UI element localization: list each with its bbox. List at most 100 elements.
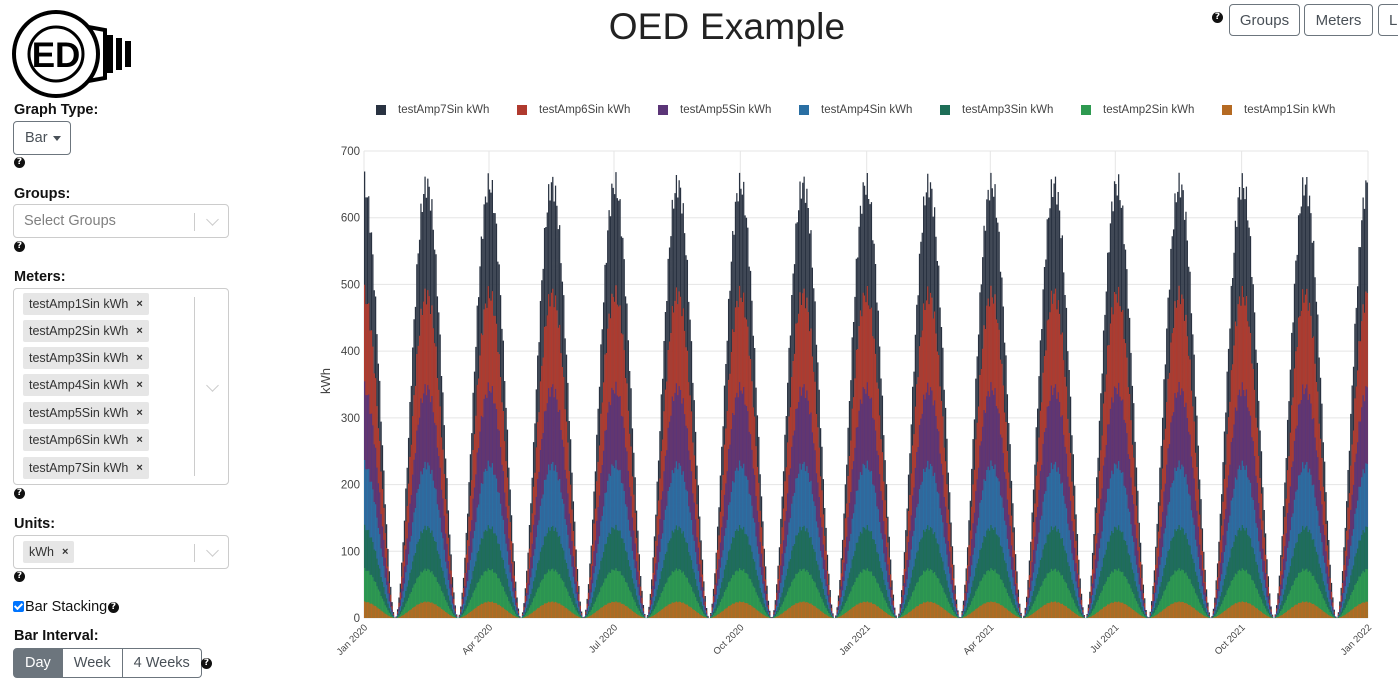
meters-help-icon[interactable]: ? xyxy=(14,488,25,499)
meter-chip: testAmp6Sin kWh × xyxy=(23,429,149,451)
bar[interactable] xyxy=(364,460,1368,618)
x-tick-label: Oct 2020 xyxy=(711,622,746,657)
bar[interactable] xyxy=(364,524,1368,618)
bar-interval-group: Day Week 4 Weeks xyxy=(13,648,202,678)
chevron-down-icon[interactable] xyxy=(206,213,219,226)
chart-grid xyxy=(363,150,1369,619)
units-select[interactable]: kWh × xyxy=(13,535,229,569)
y-axis: 0 100 200 300 400 500 600 700 xyxy=(341,146,360,625)
y-tick-label: 700 xyxy=(341,146,360,158)
y-tick-label: 600 xyxy=(341,213,360,225)
chart-bars xyxy=(364,171,1368,619)
graph-type-label: Graph Type: xyxy=(14,102,99,118)
groups-select[interactable]: Select Groups xyxy=(13,204,229,238)
x-tick-label: Apr 2020 xyxy=(460,622,495,657)
remove-chip-icon[interactable]: × xyxy=(62,546,69,558)
y-axis-label: kWh xyxy=(318,368,333,394)
remove-chip-icon[interactable]: × xyxy=(136,407,143,419)
graph-type-value: Bar xyxy=(25,130,48,146)
legend-swatch xyxy=(517,105,527,115)
units-label: Units: xyxy=(14,516,56,532)
legend-swatch xyxy=(940,105,950,115)
bar[interactable] xyxy=(364,568,1368,618)
navbar-help-icon[interactable]: ? xyxy=(1212,12,1223,23)
graph-type-help-icon[interactable]: ? xyxy=(14,157,25,168)
x-tick-label: Apr 2021 xyxy=(961,622,996,657)
y-tick-label: 400 xyxy=(341,346,360,358)
oed-logo[interactable]: ED xyxy=(12,10,136,98)
meter-chip: testAmp7Sin kWh × xyxy=(23,457,149,479)
x-tick-label: Jan 2021 xyxy=(837,622,872,657)
x-tick-label: Oct 2021 xyxy=(1213,622,1248,657)
chevron-down-icon[interactable] xyxy=(206,379,219,392)
groups-placeholder: Select Groups xyxy=(24,213,116,229)
groups-help-icon[interactable]: ? xyxy=(14,241,25,252)
nav-groups-button[interactable]: Groups xyxy=(1229,4,1300,36)
legend-item[interactable]: testAmp3Sin kWh xyxy=(940,104,1053,116)
bar-interval-label: Bar Interval: xyxy=(14,628,99,644)
meter-chip: testAmp2Sin kWh × xyxy=(23,320,149,342)
bar-stacking-checkbox[interactable] xyxy=(13,601,24,612)
x-axis: Jan 2020 Apr 2020 Jul 2020 Oct 2020 Jan 2021… xyxy=(335,622,1374,657)
caret-down-icon xyxy=(52,135,61,141)
bar-stacking-help-icon[interactable]: ? xyxy=(108,602,119,613)
page-title: OED Example xyxy=(608,6,846,47)
interval-day-button[interactable]: Day xyxy=(13,648,63,678)
nav-meters-button[interactable]: Meters xyxy=(1304,4,1373,36)
y-tick-label: 200 xyxy=(341,480,360,492)
graph-type-dropdown[interactable]: Bar xyxy=(13,121,71,155)
x-tick-label: Jul 2021 xyxy=(1088,622,1121,655)
meter-chip: testAmp4Sin kWh × xyxy=(23,374,149,396)
remove-chip-icon[interactable]: × xyxy=(136,298,143,310)
meter-chip: testAmp1Sin kWh × xyxy=(23,293,149,315)
remove-chip-icon[interactable]: × xyxy=(136,434,143,446)
unit-chip: kWh × xyxy=(23,541,75,563)
series-bars xyxy=(364,460,1368,618)
legend-item[interactable]: testAmp7Sin kWh xyxy=(376,104,489,116)
meter-chip: testAmp5Sin kWh × xyxy=(23,402,149,424)
remove-chip-icon[interactable]: × xyxy=(136,325,143,337)
series-bars xyxy=(364,524,1368,618)
bar-interval-help-icon[interactable]: ? xyxy=(201,658,212,669)
units-help-icon[interactable]: ? xyxy=(14,571,25,582)
series-bars xyxy=(364,568,1368,618)
legend-item[interactable]: testAmp5Sin kWh xyxy=(658,104,771,116)
select-separator xyxy=(194,297,195,476)
series-bars xyxy=(364,284,1368,618)
bar[interactable] xyxy=(364,284,1368,618)
legend-item[interactable]: testAmp4Sin kWh xyxy=(799,104,912,116)
interval-week-button[interactable]: Week xyxy=(62,648,123,678)
groups-label: Groups: xyxy=(14,186,71,202)
meter-chip: testAmp3Sin kWh × xyxy=(23,347,149,369)
legend-swatch xyxy=(658,105,668,115)
legend-item[interactable]: testAmp1Sin kWh xyxy=(1222,104,1335,116)
legend-swatch xyxy=(1222,105,1232,115)
nav-log-button[interactable]: Lo xyxy=(1378,4,1398,36)
chevron-down-icon[interactable] xyxy=(206,544,219,557)
remove-chip-icon[interactable]: × xyxy=(136,352,143,364)
series-bars xyxy=(364,171,1368,619)
remove-chip-icon[interactable]: × xyxy=(136,379,143,391)
logo-text: ED xyxy=(32,36,81,75)
meters-select[interactable]: testAmp1Sin kWh × testAmp2Sin kWh × testAm… xyxy=(13,288,229,485)
bar[interactable] xyxy=(364,381,1368,618)
y-tick-label: 300 xyxy=(341,413,360,425)
y-tick-label: 100 xyxy=(341,546,360,558)
legend-item[interactable]: testAmp2Sin kWh xyxy=(1081,104,1194,116)
x-tick-label: Jul 2020 xyxy=(587,622,620,655)
x-tick-label: Jan 2020 xyxy=(335,622,370,657)
legend-swatch xyxy=(799,105,809,115)
remove-chip-icon[interactable]: × xyxy=(136,462,143,474)
legend-swatch xyxy=(1081,105,1091,115)
y-tick-label: 500 xyxy=(341,279,360,291)
bar[interactable] xyxy=(364,601,1368,618)
select-separator xyxy=(194,213,195,231)
series-bars xyxy=(364,381,1368,618)
x-tick-label: Jan 2022 xyxy=(1339,622,1374,657)
select-separator xyxy=(194,544,195,562)
interval-4weeks-button[interactable]: 4 Weeks xyxy=(122,648,202,678)
bar-stacking-label: Bar Stacking xyxy=(25,599,108,615)
y-tick-label: 0 xyxy=(354,613,360,625)
legend-item[interactable]: testAmp6Sin kWh xyxy=(517,104,630,116)
bar[interactable] xyxy=(364,171,1368,619)
